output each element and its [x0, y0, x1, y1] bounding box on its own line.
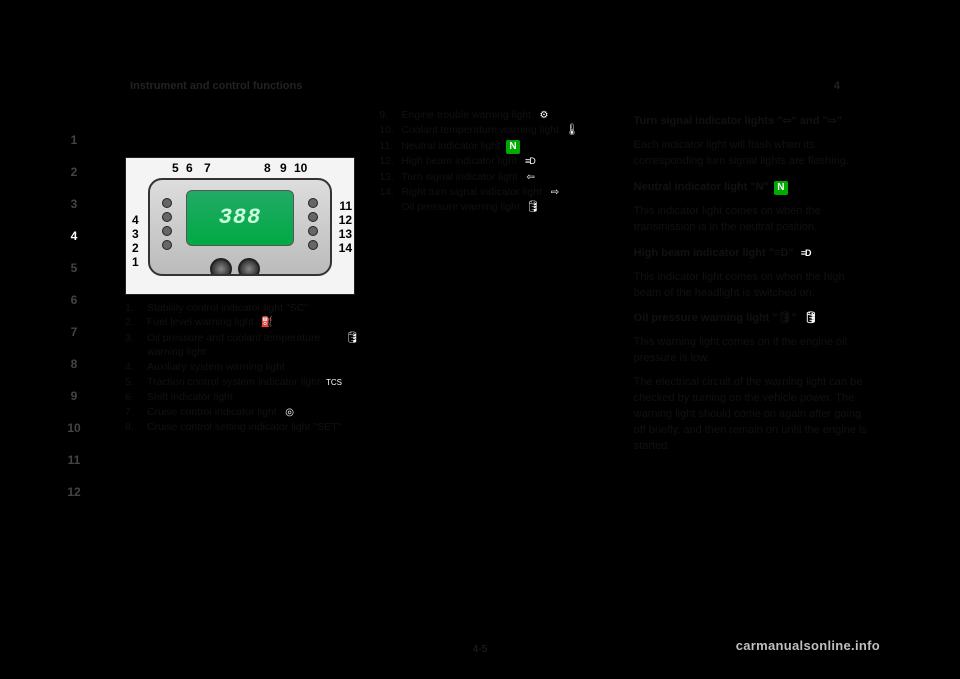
legend-item: 2.Fuel level warning light [125, 315, 361, 330]
neutral-icon [506, 140, 520, 154]
sub-heading: Neutral indicator light "N" [634, 178, 870, 196]
legend-item: 13.Turn signal indicator light [379, 170, 615, 185]
chapter-tab-4[interactable]: 4 [62, 226, 86, 245]
turn-right-icon [548, 186, 562, 200]
body-para: This indicator light comes on when the h… [634, 270, 870, 302]
body-para: This indicator light comes on when the t… [634, 204, 870, 236]
legend-item: 1.Stability control indicator light "SC" [125, 301, 361, 316]
legend-item: Oil pressure warning light [379, 200, 615, 215]
callout-6: 6 [186, 160, 193, 176]
high-beam-icon [523, 154, 537, 168]
body-para: The electrical circuit of the warning li… [634, 375, 870, 455]
tcs-icon [324, 375, 344, 389]
led-icon [308, 240, 318, 250]
cruise-icon [283, 406, 297, 420]
page-title: Indicator lights and warning lights [125, 108, 361, 149]
led-column-left [162, 198, 172, 250]
chapter-tab-8[interactable]: 8 [62, 354, 86, 373]
turn-left-icon [524, 171, 538, 185]
column-right: Turn signal indicator lights "⇦" and "⇨"… [634, 108, 870, 608]
led-icon [162, 198, 172, 208]
diagram-legend-cont: 9.Engine trouble warning light 10.Coolan… [379, 108, 615, 216]
sub-heading: Turn signal indicator lights "⇦" and "⇨" [634, 114, 870, 130]
engine-icon [537, 109, 551, 123]
sub-heading: Oil pressure warning light "🛢" [634, 309, 870, 327]
chapter-tab-11[interactable]: 11 [62, 450, 86, 469]
chapter-tab-6[interactable]: 6 [62, 290, 86, 309]
knob-right-icon [238, 258, 260, 276]
legend-item: 10.Coolant temperature warning light [379, 123, 615, 138]
header-section: Instrument and control functions [130, 80, 302, 100]
coolant-temp-icon [563, 124, 581, 138]
high-beam-icon [799, 246, 813, 260]
legend-item: 5.Traction control system indicator ligh… [125, 375, 361, 390]
chapter-tab-10[interactable]: 10 [62, 418, 86, 437]
chapter-tab-12[interactable]: 12 [62, 482, 86, 501]
diagram-legend: 1.Stability control indicator light "SC"… [125, 301, 361, 435]
legend-item: 14.Right turn signal indicator light [379, 185, 615, 200]
sub-heading: High beam indicator light "≡D" [634, 244, 870, 262]
chapter-tab-7[interactable]: 7 [62, 322, 86, 341]
led-column-right [308, 198, 318, 250]
callout-10: 10 [294, 160, 307, 176]
page-header: Instrument and control functions 4 [130, 80, 840, 100]
chapter-tab-1[interactable]: 1 [62, 130, 86, 149]
callout-7: 7 [204, 160, 211, 176]
body-para: This warning light comes on if the engin… [634, 335, 870, 367]
cluster-screen: 388 [186, 190, 294, 246]
legend-item: 6.Shift indicator light [125, 390, 361, 405]
led-icon [308, 198, 318, 208]
cluster-outline: 388 [148, 178, 332, 276]
callout-9: 9 [280, 160, 287, 176]
legend-item: 9.Engine trouble warning light [379, 108, 615, 123]
chapter-tab-5[interactable]: 5 [62, 258, 86, 277]
header-chapter: 4 [834, 80, 840, 100]
callout-14: 14 [339, 240, 352, 256]
led-icon [162, 240, 172, 250]
led-icon [308, 212, 318, 222]
page-number: 4-5 [473, 644, 487, 655]
legend-item: 12.High beam indicator light [379, 154, 615, 169]
knob-left-icon [210, 258, 232, 276]
callout-5: 5 [172, 160, 179, 176]
led-icon [162, 212, 172, 222]
chapter-tab-3[interactable]: 3 [62, 194, 86, 213]
page-body: Indicator lights and warning lights 5 6 … [125, 108, 870, 608]
oil-pressure-icon [524, 201, 542, 215]
body-para: Each indicator light will flash when its… [634, 138, 870, 170]
screen-value: 388 [219, 203, 262, 233]
chapter-tabs: 1 2 3 4 5 6 7 8 9 10 11 12 [62, 130, 86, 501]
led-icon [308, 226, 318, 236]
legend-item: 8.Cruise control setting indicator light… [125, 420, 361, 435]
legend-item: 11.Neutral indicator light [379, 139, 615, 154]
column-mid: 9.Engine trouble warning light 10.Coolan… [379, 108, 615, 608]
oil-temp-icon [343, 331, 361, 345]
instrument-diagram: 5 6 7 8 9 10 4 3 2 1 11 12 13 14 [125, 157, 355, 295]
chapter-tab-9[interactable]: 9 [62, 386, 86, 405]
column-left: Indicator lights and warning lights 5 6 … [125, 108, 361, 608]
neutral-icon [774, 181, 788, 195]
callout-8: 8 [264, 160, 271, 176]
callout-1: 1 [132, 254, 139, 270]
led-icon [162, 226, 172, 236]
fuel-icon [259, 316, 275, 330]
source-watermark: carmanualsonline.info [736, 638, 880, 653]
legend-item: 3.Oil pressure and coolant temperature w… [125, 331, 361, 360]
chapter-tab-2[interactable]: 2 [62, 162, 86, 181]
legend-item: 7.Cruise control indicator light [125, 405, 361, 420]
legend-item: 4.Auxiliary system warning light [125, 360, 361, 375]
oil-pressure-icon [802, 312, 820, 326]
